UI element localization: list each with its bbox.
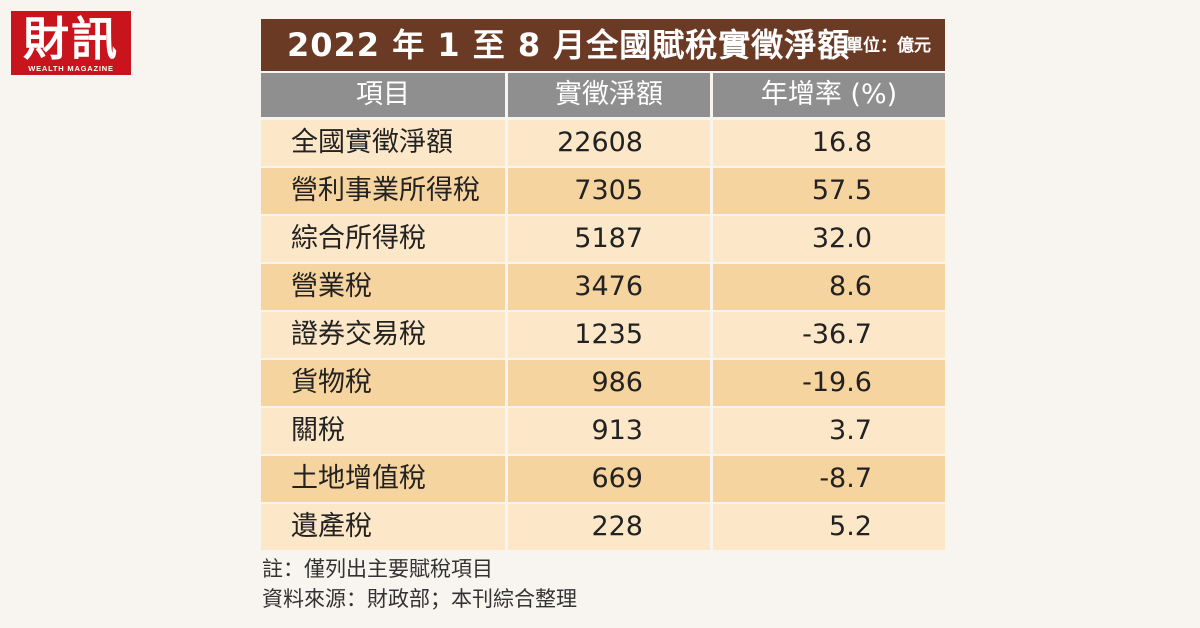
cell-growth: 57.5 <box>710 168 945 214</box>
cell-item: 綜合所得稅 <box>291 223 426 254</box>
header-item: 項目 <box>356 79 410 110</box>
cell-growth: 5.2 <box>710 504 945 550</box>
cell-amount: 7305 <box>505 168 710 214</box>
table-row: 全國實徵淨額 22608 16.8 <box>261 120 945 168</box>
table-row: 營利事業所得稅 7305 57.5 <box>261 168 945 216</box>
table-row: 營業稅 3476 8.6 <box>261 264 945 312</box>
table-row: 證券交易稅 1235 -36.7 <box>261 312 945 360</box>
logo: 財訊 WEALTH MAGAZINE <box>11 11 131 75</box>
cell-amount: 22608 <box>505 120 710 166</box>
cell-amount: 228 <box>505 504 710 550</box>
cell-growth: -19.6 <box>710 360 945 406</box>
cell-item: 貨物稅 <box>291 367 372 398</box>
cell-growth: 16.8 <box>710 120 945 166</box>
table-row: 土地增值稅 669 -8.7 <box>261 456 945 504</box>
header-amount: 實徵淨額 <box>505 73 710 117</box>
cell-growth: -8.7 <box>710 456 945 502</box>
table-row: 遺產稅 228 5.2 <box>261 504 945 552</box>
cell-item: 營業稅 <box>291 271 372 302</box>
unit-label: 單位：億元 <box>846 36 931 56</box>
cell-item: 遺產稅 <box>291 511 372 542</box>
logo-text: 財訊 <box>23 12 119 66</box>
notes: 註：僅列出主要賦稅項目 資料來源：財政部；本刊綜合整理 <box>262 554 577 614</box>
cell-growth: -36.7 <box>710 312 945 358</box>
cell-amount: 3476 <box>505 264 710 310</box>
cell-amount: 5187 <box>505 216 710 262</box>
cell-item: 營利事業所得稅 <box>291 175 480 206</box>
table-title: 2022 年 1 至 8 月全國賦稅實徵淨額 <box>287 26 851 64</box>
cell-amount: 669 <box>505 456 710 502</box>
note-text: 註：僅列出主要賦稅項目 <box>262 557 493 581</box>
logo-subtext: WEALTH MAGAZINE <box>28 64 114 73</box>
cell-growth: 3.7 <box>710 408 945 454</box>
header-growth: 年增率 (%) <box>710 73 945 117</box>
table-header-row: 項目 實徵淨額 年增率 (%) <box>261 73 945 120</box>
tax-table: 項目 實徵淨額 年增率 (%) 全國實徵淨額 22608 16.8 營利事業所得… <box>261 73 945 552</box>
cell-item: 證券交易稅 <box>291 319 426 350</box>
cell-amount: 913 <box>505 408 710 454</box>
cell-growth: 8.6 <box>710 264 945 310</box>
cell-amount: 986 <box>505 360 710 406</box>
table-row: 貨物稅 986 -19.6 <box>261 360 945 408</box>
cell-item: 全國實徵淨額 <box>291 127 453 158</box>
cell-item: 關稅 <box>291 415 345 446</box>
table-row: 綜合所得稅 5187 32.0 <box>261 216 945 264</box>
cell-growth: 32.0 <box>710 216 945 262</box>
source-text: 資料來源：財政部；本刊綜合整理 <box>262 587 577 611</box>
table-title-bar: 2022 年 1 至 8 月全國賦稅實徵淨額 單位：億元 <box>261 19 945 71</box>
cell-amount: 1235 <box>505 312 710 358</box>
table-row: 關稅 913 3.7 <box>261 408 945 456</box>
cell-item: 土地增值稅 <box>291 463 426 494</box>
